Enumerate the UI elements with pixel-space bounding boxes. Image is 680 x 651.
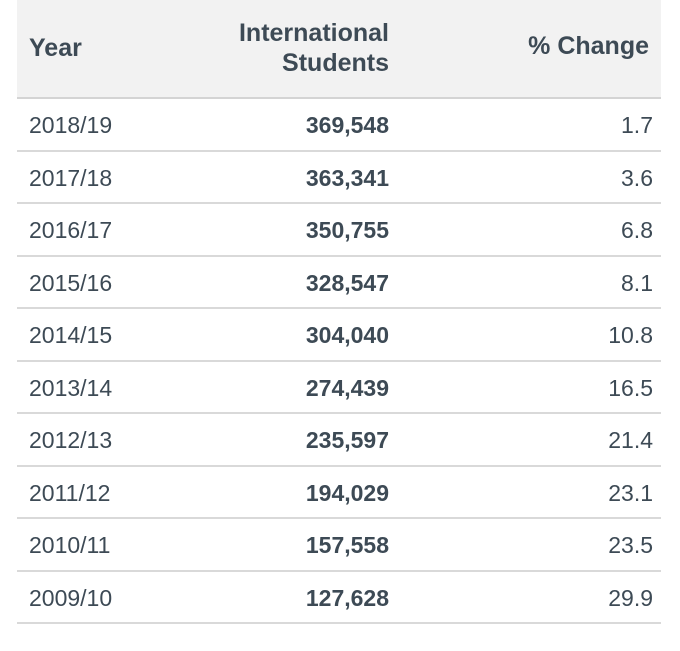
table-row: 2018/19 369,548 1.7 xyxy=(17,99,661,152)
table-row: 2014/15 304,040 10.8 xyxy=(17,309,661,362)
column-header-students-line2: Students xyxy=(282,49,389,77)
cell-year: 2013/14 xyxy=(29,374,113,401)
cell-international-students: 369,548 xyxy=(305,112,389,138)
table-row: 2016/17 350,755 6.8 xyxy=(17,204,661,257)
cell-year: 2011/12 xyxy=(29,479,111,506)
table-header: Year International Students % Change xyxy=(17,0,661,99)
cell-year: 2014/15 xyxy=(29,322,113,348)
cell-percent-change: 16.5 xyxy=(608,374,653,401)
cell-international-students: 194,029 xyxy=(305,479,389,506)
cell-year: 2009/10 xyxy=(29,584,113,611)
cell-year: 2017/18 xyxy=(29,164,113,191)
cell-percent-change: 21.4 xyxy=(608,427,653,453)
cell-year: 2016/17 xyxy=(29,217,113,243)
cell-percent-change: 23.1 xyxy=(608,479,653,506)
cell-year: 2012/13 xyxy=(29,427,113,453)
column-header-students-line1: International xyxy=(238,19,389,47)
cell-percent-change: 6.8 xyxy=(621,217,653,243)
cell-percent-change: 1.7 xyxy=(621,112,653,138)
cell-percent-change: 8.1 xyxy=(621,269,653,296)
table-row: 2017/18 363,341 3.6 xyxy=(17,152,661,204)
table-row: 2010/11 157,558 23.5 xyxy=(17,519,661,572)
cell-international-students: 274,439 xyxy=(305,374,389,401)
cell-percent-change: 3.6 xyxy=(621,164,653,191)
column-header-year: Year xyxy=(29,34,82,62)
cell-percent-change: 10.8 xyxy=(608,322,653,348)
cell-percent-change: 23.5 xyxy=(608,532,653,558)
cell-international-students: 157,558 xyxy=(305,532,389,558)
cell-international-students: 328,547 xyxy=(305,269,389,296)
column-header-percent-change: % Change xyxy=(528,32,649,60)
table-body: 2018/19 369,548 1.7 2017/18 363,341 3.6 2016/1… xyxy=(17,99,661,624)
table-row: 2013/14 274,439 16.5 xyxy=(17,362,661,414)
cell-percent-change: 29.9 xyxy=(608,584,653,611)
cell-year: 2018/19 xyxy=(29,112,113,138)
column-header-international-students: International Students xyxy=(189,18,389,78)
cell-year: 2015/16 xyxy=(29,269,113,296)
cell-international-students: 363,341 xyxy=(305,164,389,191)
table-row: 2012/13 235,597 21.4 xyxy=(17,414,661,467)
cell-international-students: 235,597 xyxy=(305,427,389,453)
table-row: 2011/12 194,029 23.1 xyxy=(17,467,661,519)
cell-international-students: 127,628 xyxy=(305,584,389,611)
cell-year: 2010/11 xyxy=(29,532,111,558)
cell-international-students: 350,755 xyxy=(305,217,389,243)
data-table: Year International Students % Change 201… xyxy=(17,0,661,624)
table-row: 2009/10 127,628 29.9 xyxy=(17,572,661,624)
table-row: 2015/16 328,547 8.1 xyxy=(17,257,661,309)
cell-international-students: 304,040 xyxy=(305,322,389,348)
